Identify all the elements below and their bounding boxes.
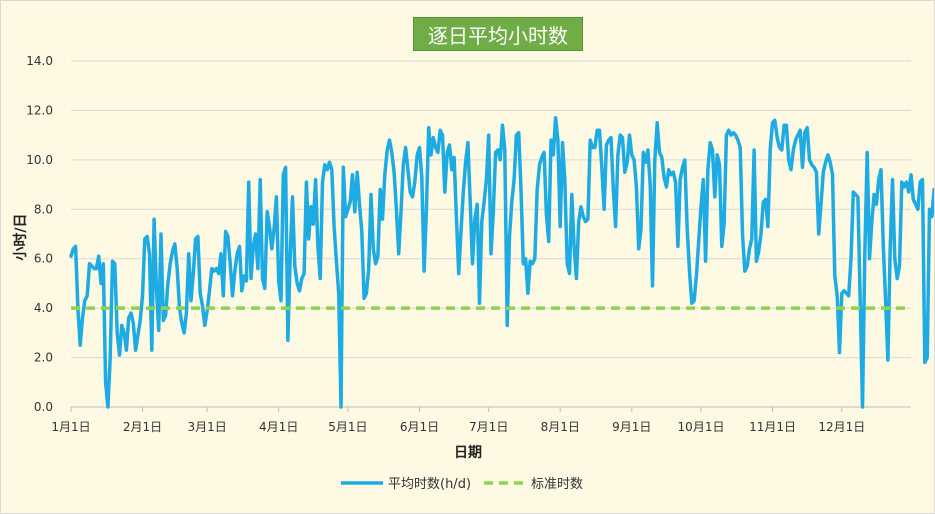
y-axis-title: 小时/日 <box>12 213 29 260</box>
y-tick-label: 2.0 <box>34 351 53 365</box>
x-tick-label: 6月1日 <box>400 420 439 434</box>
x-tick-label: 9月1日 <box>612 420 651 434</box>
y-tick-label: 0.0 <box>34 400 53 414</box>
x-tick-label: 1月1日 <box>51 420 90 434</box>
x-tick-label: 12月1日 <box>818 420 865 434</box>
x-tick-label: 8月1日 <box>541 420 580 434</box>
x-tick-label: 3月1日 <box>188 420 227 434</box>
y-tick-label: 8.0 <box>34 202 53 216</box>
y-tick-label: 6.0 <box>34 252 53 266</box>
chart-title: 逐日平均小时数 <box>413 17 583 51</box>
y-tick-label: 10.0 <box>26 153 53 167</box>
legend-label-standard: 标准时数 <box>531 477 583 492</box>
x-tick-label: 5月1日 <box>328 420 367 434</box>
x-tick-label: 7月1日 <box>469 420 508 434</box>
series-layer <box>69 116 934 409</box>
x-tick-label: 10月1日 <box>678 420 725 434</box>
x-tick-label: 2月1日 <box>123 420 162 434</box>
legend-label-daily-hours: 平均时数(h/d) <box>388 477 471 492</box>
y-tick-label: 4.0 <box>34 301 53 315</box>
axes: 0.0 2.0 4.0 6.0 8.0 10.0 12.0 14.0 1月1日 2月1日 3月1日 4… <box>26 54 911 434</box>
legend: 平均时数(h/d) 标准时数 <box>341 477 583 492</box>
x-axis-title: 日期 <box>454 445 482 461</box>
x-tick-label: 11月1日 <box>749 420 796 434</box>
y-tick-label: 12.0 <box>26 103 53 117</box>
series-line-daily-hours <box>69 116 934 409</box>
x-tick-label: 4月1日 <box>259 420 298 434</box>
y-tick-label: 14.0 <box>26 54 53 68</box>
